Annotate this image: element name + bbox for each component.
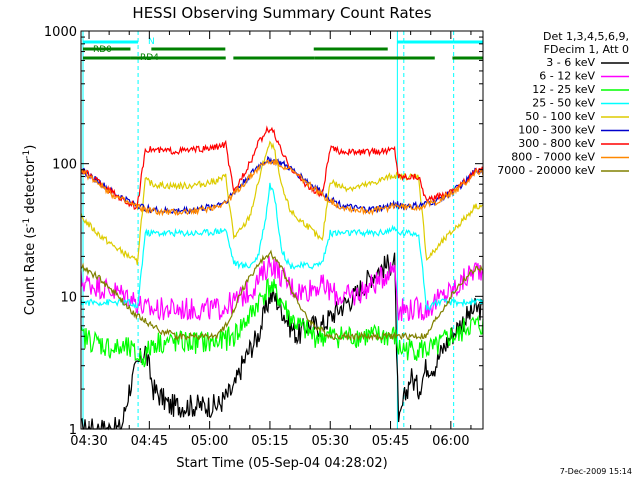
series-line: [80, 255, 484, 322]
flag-bars: N RD0 RD4: [83, 37, 483, 63]
legend-label: 12 - 25 keV: [532, 83, 595, 96]
y-tick-label: 10: [60, 290, 77, 305]
x-tick-label: 05:45: [372, 434, 409, 449]
y-tick-label: 1: [69, 423, 77, 438]
x-tick-label: 06:00: [432, 434, 469, 449]
series-line: [80, 155, 484, 215]
flag-segment-rd4: [83, 56, 131, 60]
footer-date: 7-Dec-2009 15:14: [560, 467, 632, 476]
legend: Det 1,3,4,5,6,9,FDecim 1, Att 03 - 6 keV…: [497, 30, 629, 177]
chart-title: HESSI Observing Summary Count Rates: [132, 4, 431, 22]
flag-segment-rd0: [83, 47, 131, 51]
flag-label-rd0: RD0: [93, 45, 112, 55]
series-line: [80, 140, 484, 265]
legend-label: 6 - 12 keV: [539, 70, 595, 83]
legend-label: 300 - 800 keV: [518, 137, 595, 150]
flag-label-rd4: RD4: [140, 53, 159, 63]
series-line: [80, 125, 484, 210]
x-tick-label: 05:30: [312, 434, 349, 449]
x-tick-label: 05:00: [191, 434, 228, 449]
x-tick-label: 05:15: [251, 434, 288, 449]
legend-label: 7000 - 20000 keV: [497, 164, 595, 177]
x-tick-label: 04:45: [131, 434, 168, 449]
x-tick-label: 04:30: [70, 434, 107, 449]
flag-segment-n: [83, 40, 139, 44]
series-line: [80, 158, 484, 217]
legend-label: 50 - 100 keV: [525, 110, 595, 123]
y-tick-label: 1000: [44, 25, 77, 40]
flag-label-n: N: [148, 37, 155, 47]
flag-segment-rd4: [314, 56, 435, 60]
legend-label: 100 - 300 keV: [518, 124, 595, 137]
legend-label: 25 - 50 keV: [532, 97, 595, 110]
flag-segment-n: [403, 40, 454, 44]
series-line: [80, 277, 484, 368]
flag-segment-n: [453, 40, 483, 44]
legend-header: FDecim 1, Att 0: [544, 43, 629, 56]
legend-label: 3 - 6 keV: [546, 56, 595, 69]
y-axis-label: Count Rate (s-1 detector-1): [22, 145, 38, 316]
flag-segment-rd0: [151, 47, 226, 51]
y-tick-label: 100: [52, 158, 77, 173]
x-axis-label: Start Time (05-Sep-04 04:28:02): [176, 456, 387, 471]
series-line: [80, 249, 484, 342]
series-line: [80, 252, 484, 431]
legend-label: 800 - 7000 keV: [511, 151, 595, 164]
flag-segment-rd4: [233, 56, 315, 60]
flag-segment-rd0: [313, 47, 388, 51]
flag-segment-n: [397, 40, 404, 44]
flag-segment-rd4: [130, 56, 226, 60]
legend-header: Det 1,3,4,5,6,9,: [543, 30, 629, 43]
plot-area: [80, 31, 484, 431]
plot-frame: [80, 30, 484, 430]
flag-segment-rd4: [452, 56, 483, 60]
series-line: [80, 182, 484, 312]
axis-ticks: 04:30 04:45 05:00 05:15 05:30 05:45 06:00 1 10 10…: [44, 25, 483, 449]
